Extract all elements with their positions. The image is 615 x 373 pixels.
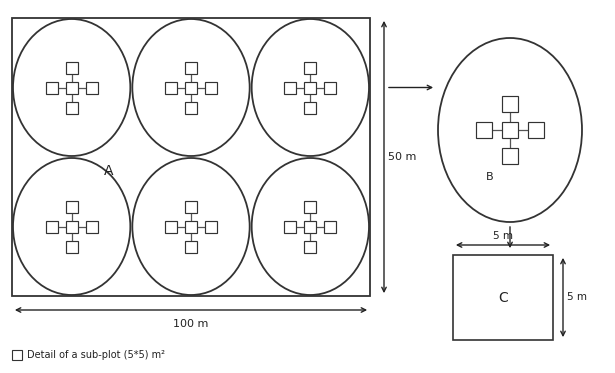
Bar — [476, 122, 492, 138]
Bar — [304, 201, 316, 213]
Bar — [304, 241, 316, 253]
Bar — [502, 122, 518, 138]
Text: 100 m: 100 m — [173, 319, 208, 329]
Bar — [66, 81, 77, 94]
Bar — [12, 18, 370, 296]
Bar — [66, 201, 77, 213]
Bar — [502, 96, 518, 112]
Bar — [304, 81, 316, 94]
Bar — [185, 101, 197, 113]
Bar — [185, 220, 197, 232]
Bar — [304, 220, 316, 232]
Bar — [185, 241, 197, 253]
Bar — [205, 220, 217, 232]
Bar — [185, 62, 197, 73]
Bar — [66, 101, 77, 113]
Bar — [205, 81, 217, 94]
Bar — [453, 255, 553, 340]
Bar — [304, 101, 316, 113]
Bar — [528, 122, 544, 138]
Bar — [46, 81, 58, 94]
Bar — [324, 81, 336, 94]
Bar — [66, 241, 77, 253]
Text: C: C — [498, 291, 508, 304]
Text: A: A — [104, 164, 113, 178]
Text: 5 m: 5 m — [493, 231, 513, 241]
Text: B: B — [486, 172, 494, 182]
Bar — [165, 81, 177, 94]
Bar — [324, 220, 336, 232]
Bar — [304, 62, 316, 73]
Bar — [185, 81, 197, 94]
Bar — [502, 148, 518, 164]
Bar — [284, 220, 296, 232]
Bar — [165, 220, 177, 232]
Text: 50 m: 50 m — [388, 152, 416, 162]
Text: 5 m: 5 m — [567, 292, 587, 303]
Bar — [185, 201, 197, 213]
Text: Detail of a sub-plot (5*5) m²: Detail of a sub-plot (5*5) m² — [27, 350, 165, 360]
Bar — [85, 220, 98, 232]
Bar — [46, 220, 58, 232]
Bar — [12, 350, 22, 360]
Bar — [284, 81, 296, 94]
Bar — [66, 62, 77, 73]
Bar — [85, 81, 98, 94]
Bar — [66, 220, 77, 232]
